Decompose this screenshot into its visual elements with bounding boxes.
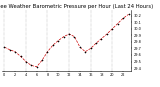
Title: Milwaukee Weather Barometric Pressure per Hour (Last 24 Hours): Milwaukee Weather Barometric Pressure pe…: [0, 4, 154, 9]
